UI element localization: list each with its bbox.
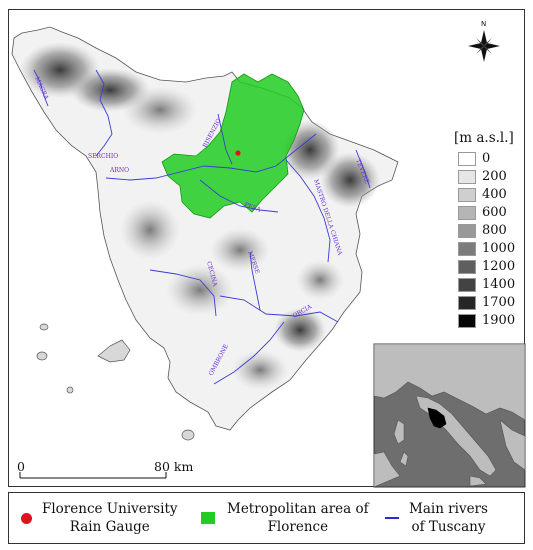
elevation-swatch	[458, 205, 476, 220]
elevation-swatch	[458, 223, 476, 238]
elevation-legend-row: 1000	[458, 240, 515, 257]
rivers	[33, 69, 371, 385]
metro-area-square-icon	[201, 512, 215, 524]
inset-tuscany-highlight	[427, 407, 447, 429]
elevation-label: 0	[482, 151, 491, 166]
elevation-swatch	[458, 295, 476, 310]
map-frame	[8, 9, 525, 487]
elevation-label: 1000	[482, 241, 516, 256]
legend-metro-line1: Metropolitan area of	[227, 501, 369, 517]
legend-metro-line2: Florence	[267, 519, 329, 535]
tuscany-map: MAGRA SERCHIO ARNO BISENZIO PESA MASTRO …	[11, 20, 526, 488]
elevation-legend-row: 800	[458, 222, 507, 239]
elevation-swatch	[458, 151, 476, 166]
elevation-legend-row: 1400	[458, 276, 515, 293]
elevation-legend-row: 600	[458, 204, 507, 221]
inset-map	[373, 343, 526, 488]
elevation-legend-row: 1900	[458, 312, 515, 329]
elevation-label: 1900	[482, 313, 516, 328]
legend-item-rain-gauge: Florence University Rain Gauge	[21, 493, 178, 543]
elevation-swatch	[458, 169, 476, 184]
scale-bar-start-label: 0	[17, 459, 25, 474]
elevation-swatch	[458, 241, 476, 256]
rain-gauge-dot-icon	[21, 512, 32, 524]
elevation-legend-row: 1700	[458, 294, 515, 311]
river-line-icon	[385, 517, 399, 519]
north-arrow-icon: N	[468, 20, 500, 62]
map-legend: Florence University Rain Gauge Metropoli…	[8, 492, 525, 544]
scale-bar-end-label: 80 km	[154, 459, 194, 474]
elevation-label: 1700	[482, 295, 516, 310]
river-label-arno: ARNO	[109, 167, 129, 174]
elevation-legend-row: 0	[458, 150, 490, 167]
river-label-serchio: SERCHIO	[88, 153, 118, 160]
elevation-label: 600	[482, 205, 507, 220]
elevation-legend-row: 200	[458, 168, 507, 185]
elevation-swatch	[458, 259, 476, 274]
rain-gauge-marker	[235, 150, 241, 156]
elevation-legend-title: [m a.s.l.]	[454, 130, 514, 146]
elevation-label: 1400	[482, 277, 516, 292]
elevation-legend-row: 1200	[458, 258, 515, 275]
islands	[36, 323, 195, 441]
north-label: N	[481, 20, 486, 28]
elevation-label: 200	[482, 169, 507, 184]
elevation-legend-row: 400	[458, 186, 507, 203]
elevation-label: 1200	[482, 259, 516, 274]
legend-item-metro-area: Metropolitan area of Florence	[201, 493, 369, 543]
elevation-swatch	[458, 277, 476, 292]
legend-item-rivers: Main rivers of Tuscany	[385, 493, 488, 543]
elevation-swatch	[458, 187, 476, 202]
elevation-label: 800	[482, 223, 507, 238]
elevation-swatch	[458, 313, 476, 328]
elevation-label: 400	[482, 187, 507, 202]
legend-rain-gauge-line1: Florence University	[42, 501, 178, 517]
scale-bar	[19, 472, 167, 479]
legend-rain-gauge-line2: Rain Gauge	[69, 519, 150, 535]
relief-shading	[20, 42, 380, 390]
legend-rivers-line2: of Tuscany	[411, 519, 486, 535]
legend-rivers-line1: Main rivers	[409, 501, 488, 517]
